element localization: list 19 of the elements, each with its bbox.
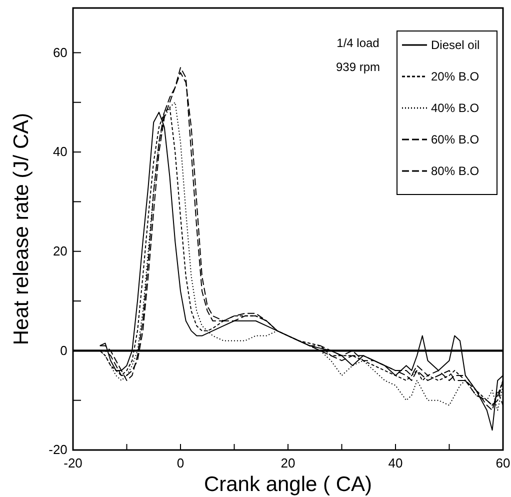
annotation: 1/4 load	[336, 36, 380, 50]
y-axis-title: Heat release rate (J/ CA)	[10, 112, 33, 346]
legend-label: 60% B.O	[431, 132, 480, 146]
y-tick-label: 0	[60, 342, 68, 358]
x-axis-title: Crank angle ( CA)	[204, 473, 372, 496]
annotation: 939 rpm	[336, 60, 380, 74]
y-tick-label: 60	[52, 44, 68, 60]
x-tick-label: -20	[64, 455, 82, 470]
y-tick-label: 20	[52, 244, 68, 259]
legend-label: 80% B.O	[431, 164, 480, 178]
y-tick-label: 40	[52, 144, 68, 160]
legend-label: 20% B.O	[431, 70, 480, 84]
legend-label: Diesel oil	[431, 38, 480, 52]
x-tick-label: 0	[176, 455, 184, 470]
x-tick-label: 60	[496, 455, 510, 470]
x-tick-label: 20	[280, 455, 296, 470]
x-tick-label: 40	[388, 455, 403, 470]
y-tick-label: -20	[48, 442, 68, 458]
legend-label: 40% B.O	[431, 101, 480, 115]
